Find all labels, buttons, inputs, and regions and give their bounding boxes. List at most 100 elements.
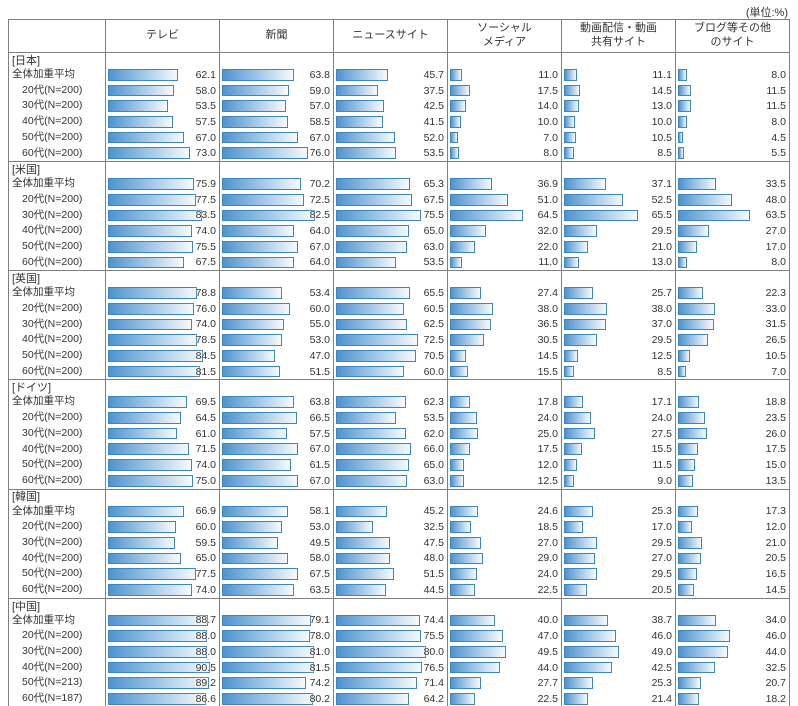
bar	[450, 225, 487, 237]
bar-cell: 47.5	[333, 534, 447, 551]
bar	[564, 240, 588, 253]
bar-value: 13.0	[651, 99, 672, 112]
empty-cell	[675, 598, 789, 613]
bar-value: 62.1	[195, 68, 216, 81]
bar-value: 64.5	[195, 411, 216, 424]
bar-value: 67.5	[195, 256, 216, 269]
bar-value: 59.5	[195, 536, 216, 549]
bar	[678, 583, 695, 596]
bar	[336, 583, 387, 596]
bar-cell: 26.5	[675, 332, 789, 348]
country-label: [韓国]	[12, 491, 41, 504]
bar	[678, 396, 700, 409]
bar-cell: 47.0	[447, 628, 561, 644]
bar-value: 17.3	[765, 505, 786, 518]
bar-value: 25.0	[537, 427, 558, 440]
bar-value: 81.5	[309, 661, 330, 674]
bar	[450, 147, 460, 160]
bar-cell: 53.5	[333, 410, 447, 426]
bar-cell: 8.0	[447, 145, 561, 162]
bar-value: 14.5	[651, 84, 672, 97]
bar	[336, 614, 421, 627]
bar-value: 55.0	[309, 318, 330, 331]
bar	[336, 552, 391, 565]
bar	[678, 131, 684, 144]
bar-value: 14.5	[537, 349, 558, 362]
row-label: 20代(N=200)	[22, 192, 83, 205]
bar-value: 38.7	[651, 614, 672, 627]
empty-cell	[333, 53, 447, 67]
bar-cell: 32.5	[675, 659, 789, 676]
bar-value: 17.8	[537, 395, 558, 408]
row-label: 全体加重平均	[12, 177, 75, 190]
bar-value: 21.0	[765, 536, 786, 549]
empty-cell	[447, 598, 561, 613]
bar-cell: 53.0	[219, 332, 333, 348]
bar	[108, 256, 185, 269]
row-label: 50代(N=200)	[22, 567, 83, 580]
bar	[450, 302, 493, 315]
bar-cell: 25.3	[561, 503, 675, 520]
bar-value: 64.2	[423, 692, 444, 705]
bar-value: 21.0	[651, 240, 672, 253]
bar	[222, 536, 278, 549]
row-label: 30代(N=200)	[22, 645, 83, 658]
data-row: 20代(N=200) 64.5 66.5 53.5 24.0 24.0 23.5	[9, 410, 789, 426]
bar-value: 8.0	[771, 68, 786, 81]
bar-cell: 40.0	[447, 612, 561, 629]
data-row: 60代(N=187) 86.6 80.2 64.2 22.5 21.4 18.2	[9, 691, 789, 706]
bar	[108, 84, 174, 97]
bar	[222, 209, 316, 222]
bar	[678, 240, 698, 253]
bar-value: 90.5	[195, 661, 216, 674]
bar	[108, 225, 192, 237]
data-row: 50代(N=200) 84.5 47.0 70.5 14.5 12.5 10.5	[9, 348, 789, 364]
bar-cell: 46.0	[675, 628, 789, 644]
empty-cell	[447, 53, 561, 67]
bar-value: 46.0	[651, 629, 672, 642]
bar-cell: 8.5	[561, 145, 675, 162]
bar	[450, 459, 464, 471]
bar-cell: 77.5	[105, 566, 219, 582]
bar-value: 64.0	[309, 224, 330, 237]
bar-value: 78.5	[195, 333, 216, 346]
bar-value: 89.2	[195, 676, 216, 689]
empty-cell	[561, 489, 675, 504]
bar-value: 7.0	[771, 365, 786, 378]
bar-value: 77.5	[195, 567, 216, 580]
bar-cell: 51.5	[219, 363, 333, 380]
bar	[222, 131, 298, 144]
bar	[450, 568, 478, 580]
bar-value: 17.0	[765, 240, 786, 253]
bar	[678, 474, 694, 487]
bar-cell: 88.7	[105, 612, 219, 629]
bar	[450, 240, 475, 253]
country-block: [韓国] 全体加重平均 66.9 58.1 45.2 24.6 25.3 17.3 20代(N=…	[9, 488, 789, 598]
bar-value: 10.5	[651, 131, 672, 144]
bar-cell: 65.5	[333, 285, 447, 301]
country-label: [米国]	[12, 164, 41, 177]
bar-cell: 89.2	[105, 675, 219, 692]
bar-value: 29.5	[651, 567, 672, 580]
bar	[564, 614, 608, 627]
bar-value: 32.0	[537, 224, 558, 237]
bar	[108, 630, 208, 642]
bar-cell: 84.5	[105, 348, 219, 364]
bar-value: 62.0	[423, 427, 444, 440]
table-header-row: テレビ 新聞 ニュースサイト ソーシャル メディア 動画配信・動画 共有サイト ブログ等そ…	[9, 20, 789, 52]
row-label: 60代(N=187)	[22, 692, 83, 705]
bar-cell: 63.5	[219, 581, 333, 598]
bar-cell: 21.4	[561, 691, 675, 706]
bar-value: 20.5	[765, 552, 786, 565]
bar-cell: 67.0	[219, 238, 333, 255]
bar	[564, 209, 638, 222]
bar-cell: 86.6	[105, 691, 219, 706]
bar-value: 66.0	[423, 443, 444, 456]
bar-value: 74.0	[195, 458, 216, 471]
bar	[108, 396, 187, 409]
bar-cell: 65.0	[333, 457, 447, 473]
bar-cell: 18.2	[675, 691, 789, 706]
country-label-row: [ドイツ]	[9, 380, 789, 395]
data-row: 30代(N=200) 53.5 57.0 42.5 14.0 13.0 11.5	[9, 98, 789, 115]
bar-cell: 60.5	[333, 300, 447, 317]
